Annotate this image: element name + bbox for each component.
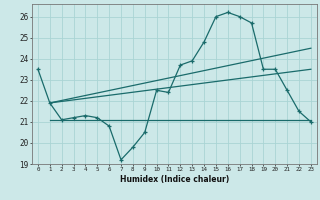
- X-axis label: Humidex (Indice chaleur): Humidex (Indice chaleur): [120, 175, 229, 184]
